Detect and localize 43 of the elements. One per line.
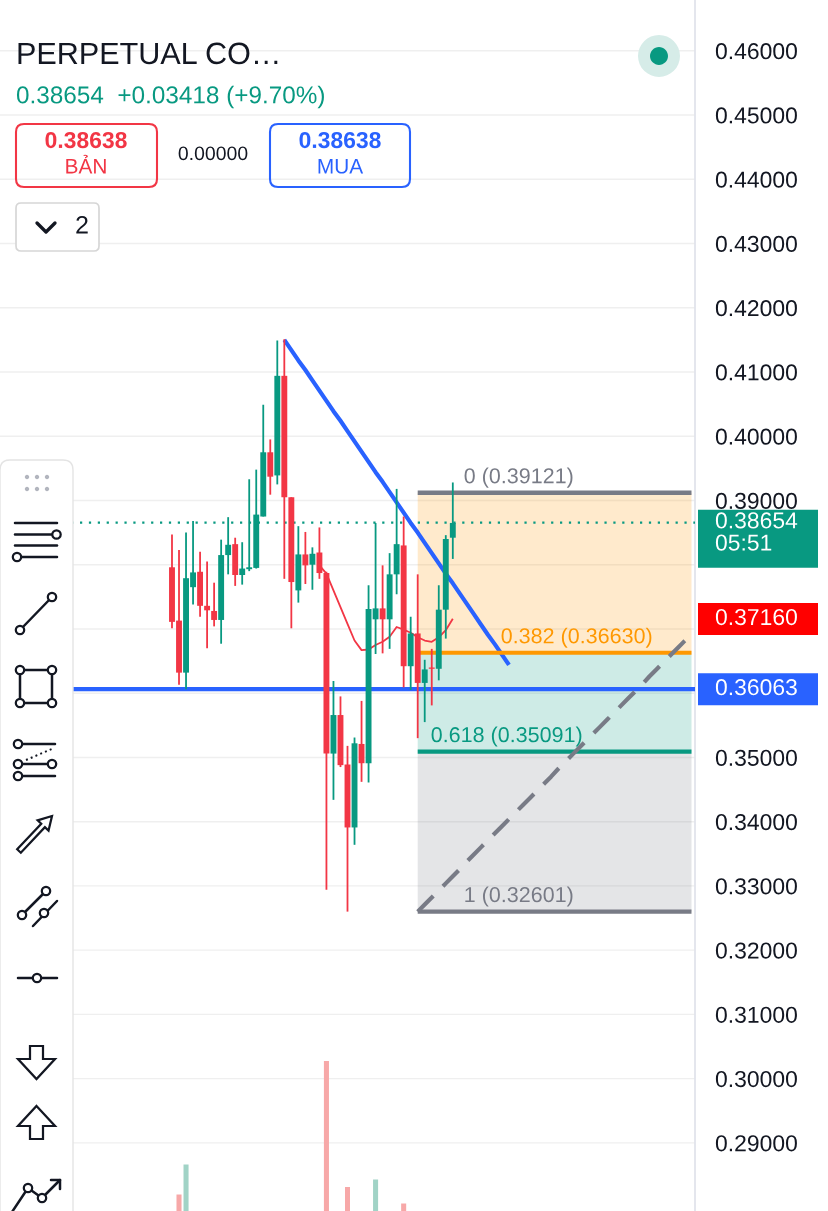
bar — [183, 1164, 189, 1211]
series-label: 1 (0.32601) — [465, 886, 573, 907]
annotation: MUA — [318, 159, 364, 174]
annotation: 0.00000 — [178, 146, 248, 161]
y-tick-label: 0.39000 — [715, 492, 797, 509]
y-tick-label: 0.45000 — [715, 107, 797, 124]
y-tick-label: 0.46000 — [715, 43, 797, 60]
text: PERPETUAL CO… — [18, 42, 278, 65]
text: 0.37160 — [715, 608, 797, 626]
bar — [323, 1061, 329, 1211]
candlestick — [225, 516, 232, 576]
y-tick-label: 0.35000 — [715, 749, 797, 766]
y-tick-label: 0.29000 — [715, 1135, 797, 1152]
bar — [373, 1179, 379, 1211]
annotation: BẢN — [66, 154, 106, 174]
bar — [176, 1194, 182, 1211]
y-tick-label: 0.43000 — [715, 235, 797, 253]
y-tick-label: 0.31000 — [715, 1006, 797, 1023]
y-tick-label: 0.40000 — [715, 428, 797, 445]
candlestick — [309, 546, 316, 591]
y-tick-label: 0.44000 — [715, 171, 797, 188]
text: 0.38654 +0.03418 (+9.70%) — [16, 85, 324, 109]
y-tick-label: 0.32000 — [715, 942, 797, 959]
annotation: 0.38638 — [299, 131, 381, 149]
y-tick-label: 0.41000 — [715, 364, 797, 381]
candlestick — [239, 541, 246, 586]
series-label: 0.382 (0.36630) — [501, 627, 652, 648]
series-label: 0 (0.39121) — [464, 467, 573, 488]
candlestick — [302, 531, 309, 585]
annotation: 2 — [76, 216, 88, 234]
annotation: 0.38638 — [45, 131, 127, 149]
bar — [344, 1187, 351, 1211]
candlestick — [211, 581, 218, 628]
y-tick-label: 0.30000 — [715, 1070, 797, 1088]
series-label: 0.618 (0.35091) — [431, 726, 582, 747]
candlestick — [421, 658, 428, 724]
ref-line-label: 0.36063 — [715, 679, 797, 696]
y-tick-label: 0.42000 — [715, 300, 797, 317]
bar — [401, 1203, 407, 1211]
y-tick-label: 0.33000 — [715, 878, 797, 895]
ref-line-label: 0.38654 05:51 — [715, 512, 798, 551]
y-tick-label: 0.34000 — [715, 813, 797, 831]
candlestick — [428, 647, 435, 707]
